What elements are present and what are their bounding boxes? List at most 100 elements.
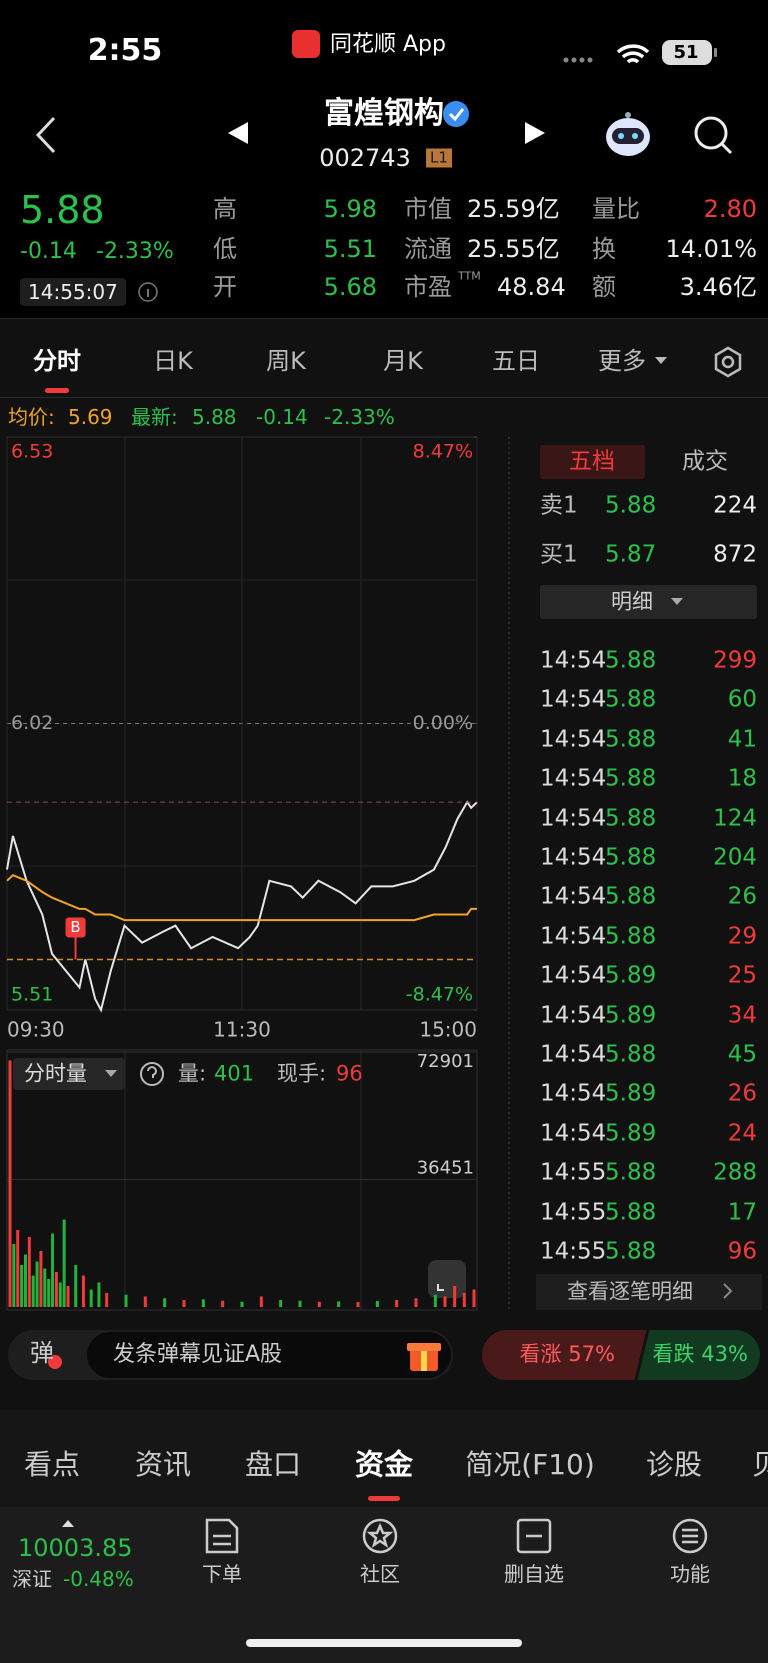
next-stock[interactable] xyxy=(525,122,545,144)
trade-volume: 34 xyxy=(727,1002,757,1029)
series-line xyxy=(6,800,478,1013)
stat-label: 换 xyxy=(592,235,616,263)
volume-bar xyxy=(62,1219,66,1307)
section-tab[interactable]: 资讯 xyxy=(134,1448,192,1481)
trade-time: 14:55 xyxy=(540,1199,607,1226)
trade-time: 14:54 xyxy=(540,765,607,792)
nav-item[interactable]: 删自选 xyxy=(504,1562,564,1586)
volume-bar xyxy=(23,1254,27,1307)
more-bar[interactable] xyxy=(536,1274,762,1310)
nav-item[interactable]: 社区 xyxy=(360,1562,400,1586)
status-icons xyxy=(292,30,717,65)
period-tab[interactable]: 分时 xyxy=(33,347,81,375)
trade-time: 14:54 xyxy=(540,647,607,674)
y2-tick-label: 8.47% xyxy=(413,441,473,463)
volume-bar xyxy=(472,1289,476,1307)
volume-bar xyxy=(375,1301,379,1307)
nav-item[interactable]: 下单 xyxy=(202,1562,242,1586)
volume-selector[interactable]: 分时量 xyxy=(24,1061,87,1086)
help-icon[interactable] xyxy=(140,1062,164,1086)
stat-label: 额 xyxy=(592,273,616,301)
marker-label: B xyxy=(70,918,80,936)
signal-dot xyxy=(587,57,593,63)
period-tab[interactable]: 日K xyxy=(153,347,193,375)
y-tick-label: 6.02 xyxy=(11,712,53,734)
robot-eye xyxy=(618,133,624,139)
y2-tick-label: 0.00% xyxy=(413,712,473,734)
trade-price: 5.88 xyxy=(605,923,657,950)
trade-time: 14:54 xyxy=(540,883,607,910)
search-icon[interactable] xyxy=(694,116,728,150)
index-change[interactable]: -0.48% xyxy=(63,1567,134,1591)
trade-volume: 124 xyxy=(713,805,757,832)
nav-item[interactable]: 功能 xyxy=(670,1562,710,1586)
trade-volume: 26 xyxy=(727,1080,757,1107)
trade-time: 14:54 xyxy=(540,962,607,989)
book-tab[interactable]: 五档 xyxy=(569,448,615,475)
danmaku-input[interactable] xyxy=(87,1332,451,1378)
trade-volume: 299 xyxy=(713,647,757,674)
tab-underline xyxy=(45,388,69,393)
back-button[interactable] xyxy=(35,116,56,154)
trade-price: 5.88 xyxy=(605,1238,657,1265)
volume-bar xyxy=(356,1302,360,1307)
volume-bar xyxy=(74,1265,78,1307)
trade-volume: 60 xyxy=(727,686,757,713)
quote-time: 14:55:07 xyxy=(20,278,126,306)
detail-bar[interactable] xyxy=(540,585,757,619)
index-value[interactable]: 10003.85 xyxy=(18,1534,133,1562)
settings-icon[interactable] xyxy=(714,346,742,378)
selector-arrow xyxy=(105,1070,117,1077)
period-tab[interactable]: 五日 xyxy=(492,347,540,375)
volume-bar xyxy=(27,1237,31,1307)
volume-bar xyxy=(240,1301,244,1307)
section-tab[interactable]: 简况(F10) xyxy=(465,1448,595,1481)
period-tab[interactable]: 周K xyxy=(266,347,306,375)
book-tab[interactable]: 成交 xyxy=(682,448,728,475)
marker xyxy=(65,917,86,938)
signal-dot xyxy=(563,57,569,63)
detail-label[interactable]: 明细 xyxy=(611,589,653,614)
section-tab[interactable]: 盘口 xyxy=(244,1448,302,1481)
stat-value: 5.51 xyxy=(323,235,377,263)
danmaku-icon[interactable]: 弹 xyxy=(30,1339,54,1367)
volume-bar xyxy=(54,1272,58,1307)
vol-value: 401 xyxy=(214,1061,255,1086)
volume-bar xyxy=(317,1301,321,1307)
prev-stock[interactable] xyxy=(228,122,248,144)
stat-label: 高 xyxy=(213,195,237,223)
community-icon xyxy=(362,1518,398,1554)
bull-bar xyxy=(482,1330,647,1380)
section-tab[interactable]: 看点 xyxy=(23,1448,81,1481)
volume-bar xyxy=(12,1244,16,1307)
section-tab[interactable]: 资金 xyxy=(354,1447,414,1482)
trade-time: 14:54 xyxy=(540,1080,607,1107)
info-icon[interactable] xyxy=(138,282,158,302)
period-tab[interactable]: 更多 xyxy=(598,347,646,375)
avg-value: 5.69 xyxy=(68,405,113,429)
section-tab[interactable]: 诊股 xyxy=(645,1448,703,1481)
trade-price: 5.88 xyxy=(605,844,657,871)
trade-price: 5.88 xyxy=(605,765,657,792)
trade-price: 5.88 xyxy=(605,686,657,713)
danmaku-placeholder[interactable]: 发条弹幕见证A股 xyxy=(113,1342,283,1367)
fullscreen-icon xyxy=(437,1284,444,1291)
battery-level: 51 xyxy=(673,42,699,63)
signal-dot xyxy=(579,57,585,63)
volume-selector-bg[interactable] xyxy=(13,1058,125,1090)
stat-label: 量比 xyxy=(592,195,640,223)
period-tab[interactable]: 月K xyxy=(383,347,423,375)
stat-value: 5.68 xyxy=(323,273,377,301)
index-name[interactable]: 深证 xyxy=(12,1567,52,1591)
volume-bar xyxy=(105,1293,109,1307)
volume-bar xyxy=(124,1294,128,1307)
fullscreen-button[interactable] xyxy=(428,1260,466,1298)
trade-price: 5.88 xyxy=(605,647,657,674)
volume-bar xyxy=(43,1268,47,1307)
section-tab[interactable]: 贝 xyxy=(752,1448,768,1481)
stat-value: 2.80 xyxy=(703,195,757,223)
hand-label: 现手: xyxy=(277,1061,327,1086)
detail-arrow xyxy=(671,598,683,605)
more-trades[interactable]: 查看逐笔明细 xyxy=(567,1279,693,1304)
robot-icon[interactable] xyxy=(606,112,650,156)
